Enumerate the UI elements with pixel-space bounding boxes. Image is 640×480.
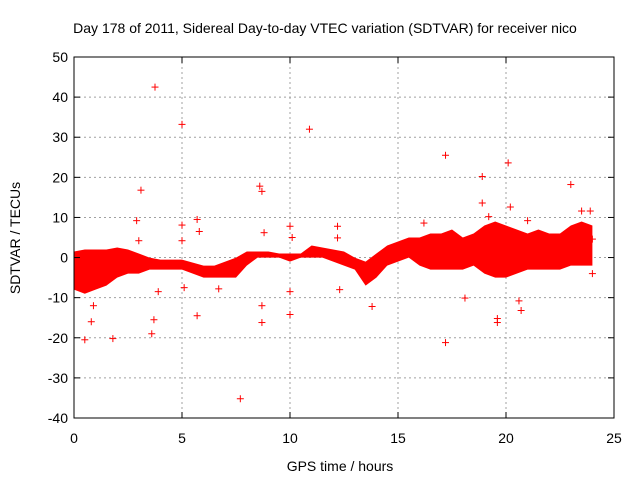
outlier-point bbox=[236, 395, 244, 403]
outlier-point bbox=[478, 173, 486, 181]
outlier-point bbox=[154, 288, 162, 296]
y-tick-label: -30 bbox=[48, 370, 68, 386]
outlier-point bbox=[256, 182, 264, 190]
outlier-point bbox=[137, 186, 145, 194]
outlier-point bbox=[286, 288, 294, 296]
plot-frame bbox=[73, 56, 615, 419]
outlier-point bbox=[81, 336, 89, 344]
y-tick-label: -20 bbox=[48, 330, 68, 346]
y-axis-label: SDTVAR / TECUs bbox=[7, 182, 23, 294]
outlier-point bbox=[286, 311, 294, 319]
outlier-point bbox=[178, 120, 186, 128]
outlier-point bbox=[258, 187, 266, 195]
outlier-point bbox=[135, 237, 143, 245]
x-axis-label: GPS time / hours bbox=[287, 458, 394, 474]
outlier-point bbox=[109, 335, 117, 343]
outlier-point bbox=[178, 237, 186, 245]
outlier-point bbox=[461, 294, 469, 302]
outlier-point bbox=[478, 199, 486, 207]
outlier-point bbox=[193, 312, 201, 320]
outlier-point bbox=[258, 319, 266, 327]
x-tick-label: 5 bbox=[178, 430, 186, 446]
outlier-point bbox=[87, 318, 95, 326]
y-tick-labels: -40 -30 -20 -10 0 10 20 30 40 50 bbox=[48, 49, 68, 426]
grid-lines bbox=[74, 57, 614, 418]
outlier-point bbox=[517, 307, 525, 315]
outlier-point bbox=[588, 270, 596, 278]
outlier-point bbox=[336, 286, 344, 294]
outlier-point bbox=[515, 297, 523, 305]
outlier-point bbox=[288, 234, 296, 241]
outlier-point bbox=[148, 330, 156, 338]
y-tick-label: 50 bbox=[52, 49, 68, 65]
outlier-point bbox=[258, 302, 266, 310]
outlier-point bbox=[524, 217, 532, 225]
outlier-point bbox=[442, 151, 450, 159]
outlier-point bbox=[150, 316, 158, 324]
y-tick-label: 40 bbox=[52, 89, 68, 105]
x-tick-label: 0 bbox=[70, 430, 78, 446]
y-tick-label: -40 bbox=[48, 410, 68, 426]
outlier-point bbox=[193, 215, 201, 223]
outlier-point bbox=[485, 213, 493, 221]
outlier-point bbox=[215, 285, 223, 293]
data-outliers bbox=[81, 83, 596, 403]
outlier-point bbox=[260, 229, 268, 237]
outlier-point bbox=[493, 319, 501, 327]
outlier-point bbox=[567, 181, 575, 189]
outlier-point bbox=[180, 284, 188, 292]
outlier-point bbox=[368, 302, 376, 310]
x-tick-labels: 0 5 10 15 20 25 bbox=[70, 430, 622, 446]
outlier-point bbox=[420, 219, 428, 227]
outlier-point bbox=[588, 235, 596, 243]
y-tick-label: -10 bbox=[48, 290, 68, 306]
outlier-point bbox=[195, 227, 203, 235]
outlier-point bbox=[133, 217, 141, 225]
x-tick-label: 25 bbox=[606, 430, 622, 446]
outlier-point bbox=[286, 222, 294, 230]
outlier-point bbox=[151, 83, 159, 91]
outlier-point bbox=[504, 159, 512, 167]
x-tick-label: 20 bbox=[498, 430, 514, 446]
axis-ticks bbox=[73, 56, 615, 419]
sdtvar-band bbox=[74, 221, 593, 294]
y-tick-label: 30 bbox=[52, 129, 68, 145]
data-band bbox=[74, 221, 593, 294]
y-tick-label: 0 bbox=[60, 250, 68, 266]
outlier-point bbox=[334, 234, 342, 242]
x-tick-label: 15 bbox=[390, 430, 406, 446]
outlier-point bbox=[89, 302, 97, 310]
chart-title: Day 178 of 2011, Sidereal Day-to-day VTE… bbox=[73, 20, 577, 36]
outlier-point bbox=[586, 207, 594, 215]
outlier-point bbox=[506, 203, 514, 211]
x-tick-label: 10 bbox=[282, 430, 298, 446]
outlier-point bbox=[578, 207, 586, 215]
y-tick-label: 10 bbox=[52, 209, 68, 225]
outlier-point bbox=[178, 221, 186, 229]
outlier-point bbox=[442, 339, 450, 347]
outlier-point bbox=[334, 222, 342, 230]
outlier-point bbox=[305, 125, 313, 133]
y-tick-label: 20 bbox=[52, 169, 68, 185]
